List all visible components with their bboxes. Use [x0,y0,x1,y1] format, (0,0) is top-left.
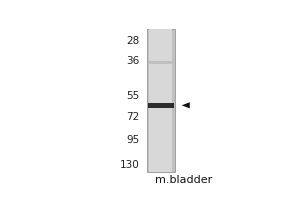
Bar [149,61,172,64]
Text: 130: 130 [120,160,140,170]
Text: 28: 28 [127,36,140,46]
Polygon shape [182,102,190,108]
Text: m.bladder: m.bladder [155,175,213,185]
Text: 36: 36 [127,56,140,66]
Text: 95: 95 [127,135,140,145]
Bar [149,29,172,172]
Text: 72: 72 [127,112,140,122]
Text: 55: 55 [127,91,140,101]
Bar [147,29,175,172]
Bar [148,103,173,108]
